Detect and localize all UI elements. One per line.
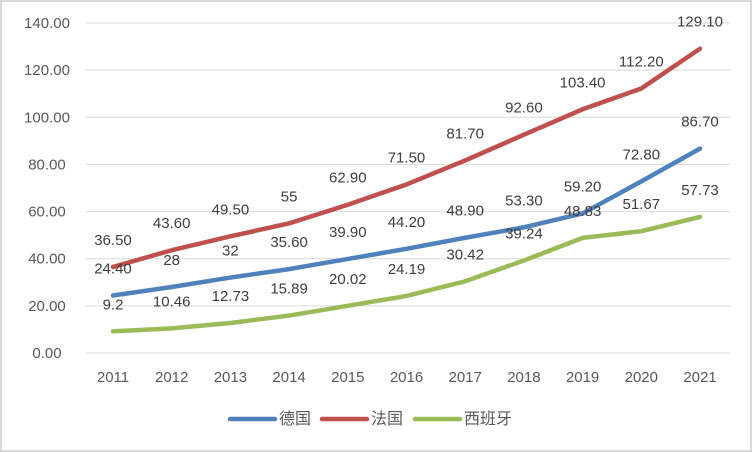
data-label-france: 92.60 xyxy=(505,100,543,117)
data-label-france: 36.50 xyxy=(94,232,132,249)
data-label-france: 81.70 xyxy=(446,125,484,142)
data-label-france: 62.90 xyxy=(329,170,367,187)
data-label-france: 43.60 xyxy=(153,215,191,232)
legend-label-france: 法国 xyxy=(371,410,403,428)
x-tick-label: 2014 xyxy=(272,369,305,386)
data-label-france: 129.10 xyxy=(677,14,723,31)
x-tick-label: 2013 xyxy=(214,369,247,386)
x-tick-label: 2012 xyxy=(155,369,188,386)
data-label-germany: 32 xyxy=(222,243,239,260)
series-line-germany xyxy=(110,146,703,298)
data-label-france: 55 xyxy=(281,188,298,205)
x-tick-label: 2015 xyxy=(331,369,364,386)
data-label-spain: 20.02 xyxy=(329,271,367,288)
data-label-germany: 59.20 xyxy=(564,178,602,195)
data-label-spain: 24.19 xyxy=(388,261,426,278)
data-label-france: 49.50 xyxy=(212,201,250,218)
y-tick-label: 60.00 xyxy=(28,204,66,221)
data-label-spain: 30.42 xyxy=(446,246,484,263)
y-tick-label: 120.00 xyxy=(24,62,70,79)
data-label-spain: 10.46 xyxy=(153,293,191,310)
data-label-spain: 39.24 xyxy=(505,226,543,243)
y-tick-label: 0.00 xyxy=(32,345,61,362)
y-tick-label: 20.00 xyxy=(28,298,66,315)
y-tick-label: 100.00 xyxy=(24,109,70,126)
y-tick-label: 140.00 xyxy=(24,15,70,32)
data-label-france: 112.20 xyxy=(619,54,664,71)
data-label-germany: 72.80 xyxy=(623,146,661,163)
legend-label-germany: 德国 xyxy=(279,410,311,428)
data-label-spain: 12.73 xyxy=(212,288,250,305)
x-tick-label: 2016 xyxy=(390,369,423,386)
data-label-germany: 39.90 xyxy=(329,224,367,241)
data-label-germany: 53.30 xyxy=(505,192,543,209)
data-label-spain: 48.83 xyxy=(564,203,602,220)
data-label-germany: 28 xyxy=(163,252,180,269)
x-tick-label: 2017 xyxy=(449,369,482,386)
data-label-germany: 35.60 xyxy=(270,234,308,251)
y-tick-label: 80.00 xyxy=(28,156,66,173)
data-label-germany: 44.20 xyxy=(388,214,426,231)
data-label-germany: 86.70 xyxy=(681,114,719,131)
data-label-germany: 48.90 xyxy=(446,203,484,220)
data-label-spain: 51.67 xyxy=(623,196,661,213)
x-tick-label: 2018 xyxy=(507,369,540,386)
x-tick-label: 2019 xyxy=(566,369,599,386)
data-label-france: 71.50 xyxy=(388,149,426,166)
data-label-germany: 24.40 xyxy=(94,260,132,277)
legend-label-spain: 西班牙 xyxy=(464,410,512,428)
data-label-spain: 15.89 xyxy=(270,281,308,298)
series-line-france xyxy=(110,46,703,270)
data-label-spain: 57.73 xyxy=(681,182,719,199)
x-tick-label: 2021 xyxy=(683,369,716,386)
data-label-spain: 9.2 xyxy=(103,296,124,313)
x-tick-label: 2020 xyxy=(625,369,658,386)
series-line-spain xyxy=(110,214,703,334)
data-label-france: 103.40 xyxy=(560,74,606,91)
x-tick-label: 2011 xyxy=(97,369,129,386)
y-tick-label: 40.00 xyxy=(28,251,66,268)
